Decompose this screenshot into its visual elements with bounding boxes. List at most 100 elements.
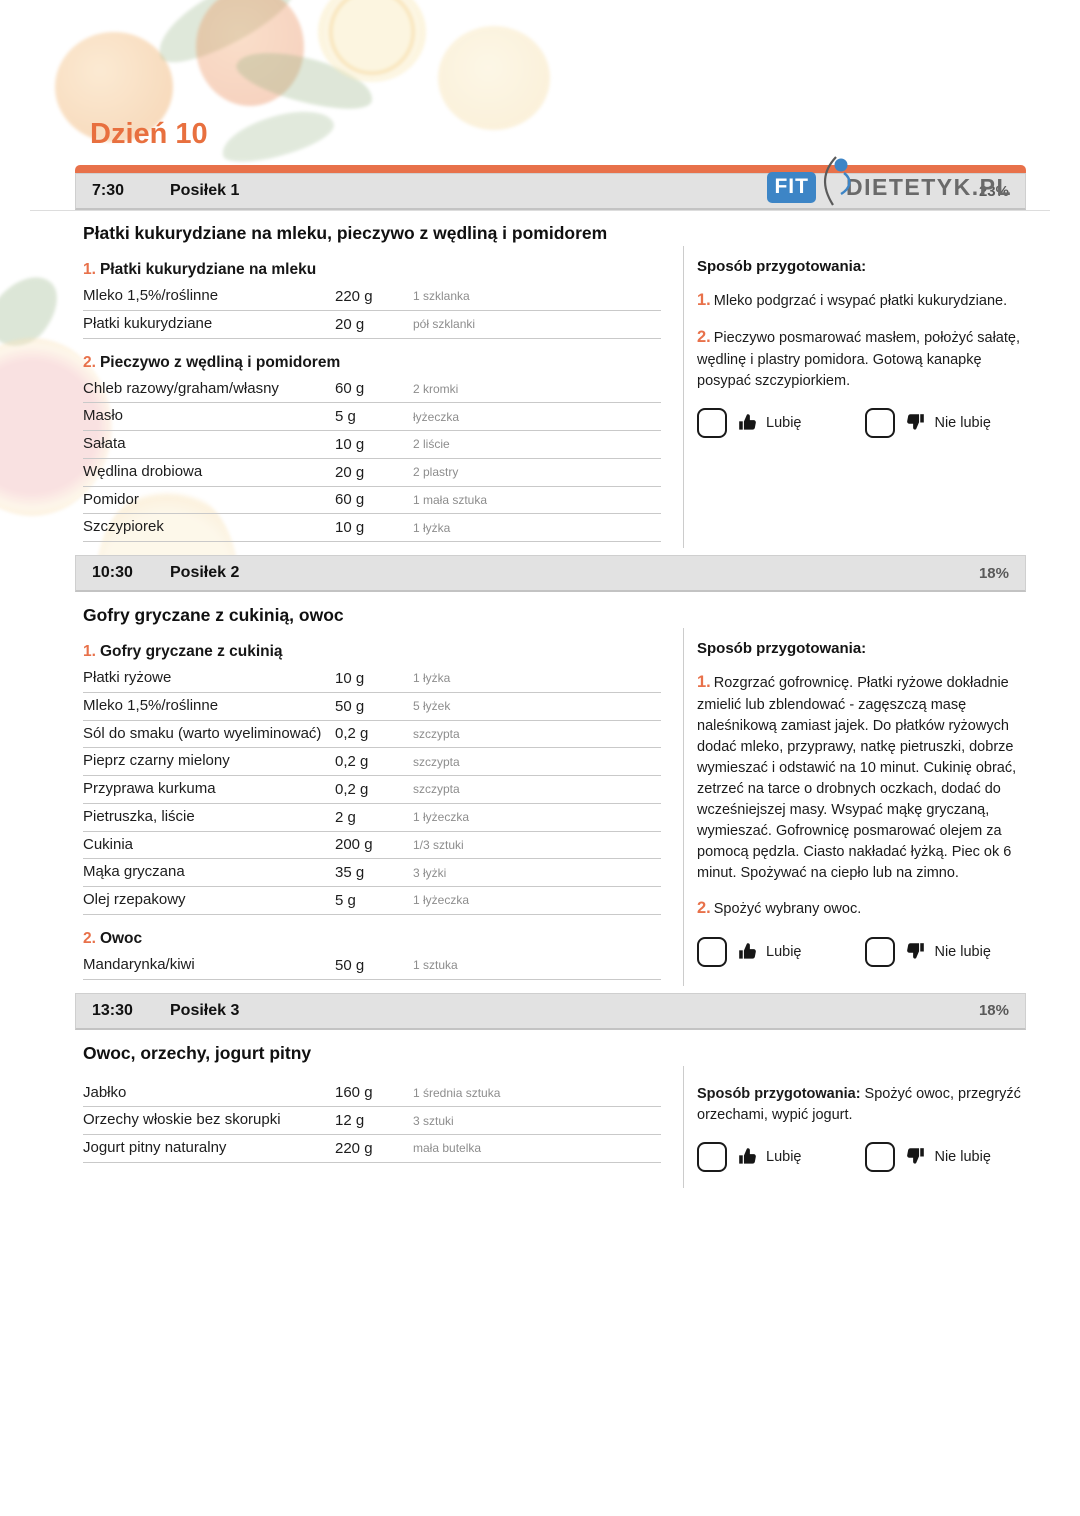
like-group: Lubię bbox=[697, 936, 802, 967]
meal-3: 13:30 Posiłek 3 18% Owoc, orzechy, jogur… bbox=[75, 992, 1026, 1188]
rating-row: Lubię Nie lubię bbox=[697, 1141, 1026, 1172]
thumbs-up-icon bbox=[738, 942, 757, 961]
meal-time: 13:30 bbox=[92, 1001, 133, 1019]
meal-title: Gofry gryczane z cukinią, owoc bbox=[83, 605, 344, 625]
like-group: Lubię bbox=[697, 407, 802, 438]
dish-heading: 1. Gofry gryczane z cukinią bbox=[83, 643, 283, 660]
preparation-step: 2. Spożyć wybrany owoc. bbox=[697, 899, 862, 918]
table-row: Płatki kukurydziane 20 g pół szklanki bbox=[83, 311, 661, 339]
dislike-group: Nie lubię bbox=[865, 407, 991, 438]
table-row: Mleko 1,5%/roślinne 50 g 5 łyżek bbox=[83, 693, 661, 721]
table-row: Jabłko 160 g 1 średnia sztuka bbox=[83, 1080, 661, 1108]
dish-heading: 1. Płatki kukurydziane na mleku bbox=[83, 261, 317, 278]
table-row: Chleb razowy/graham/własny 60 g 2 kromki bbox=[83, 376, 661, 404]
thumbs-up-icon bbox=[738, 1147, 757, 1166]
table-row: Jogurt pitny naturalny 220 g mała butelk… bbox=[83, 1135, 661, 1163]
logo-fit-box: FIT bbox=[767, 172, 816, 203]
preparation-column: Sposób przygotowania: 1. Mleko podgrzać i… bbox=[683, 246, 1026, 548]
like-checkbox[interactable] bbox=[697, 936, 727, 967]
table-row: Mleko 1,5%/roślinne 220 g 1 szklanka bbox=[83, 283, 661, 311]
table-row: Płatki ryżowe 10 g 1 łyżka bbox=[83, 665, 661, 693]
decor-lemon bbox=[438, 26, 550, 130]
ingredients-table: Mleko 1,5%/roślinne 220 g 1 szklanka Pła… bbox=[83, 283, 661, 339]
meal-3-header: 13:30 Posiłek 3 18% bbox=[75, 992, 1026, 1030]
dislike-checkbox[interactable] bbox=[865, 1141, 896, 1172]
table-row: Przyprawa kurkuma 0,2 g szczypta bbox=[83, 776, 661, 804]
ingredients-table: Chleb razowy/graham/własny 60 g 2 kromki… bbox=[83, 376, 661, 542]
meal-title: Owoc, orzechy, jogurt pitny bbox=[83, 1042, 312, 1063]
logo-text: DIETETYK.PL bbox=[845, 174, 1012, 200]
decor-leaf bbox=[231, 39, 379, 121]
preparation-column: Sposób przygotowania: 1. Rozgrzać gofrown… bbox=[683, 628, 1026, 986]
decor-mandarin bbox=[196, 0, 304, 106]
ingredients-table: Jabłko 160 g 1 średnia sztuka Orzechy wł… bbox=[83, 1080, 661, 1163]
table-row: Pieprz czarny mielony 0,2 g szczypta bbox=[83, 748, 661, 776]
meal-2-header: 10:30 Posiłek 2 18% bbox=[75, 555, 1026, 592]
meal-2: 10:30 Posiłek 2 18% Gofry gryczane z cuk… bbox=[75, 555, 1026, 986]
meal-energy-percent: 23% bbox=[978, 182, 1009, 200]
dislike-group: Nie lubię bbox=[865, 1141, 991, 1172]
table-row: Mandarynka/kiwi 50 g 1 sztuka bbox=[83, 952, 661, 980]
like-checkbox[interactable] bbox=[697, 1141, 727, 1172]
like-label: Lubię bbox=[766, 414, 802, 431]
table-row: Olej rzepakowy 5 g 1 łyżeczka bbox=[83, 887, 661, 915]
table-row: Masło 5 g łyżeczka bbox=[83, 403, 661, 431]
meal-1-header: 7:30 Posiłek 1 23% bbox=[75, 173, 1026, 210]
dislike-label: Nie lubię bbox=[934, 414, 991, 431]
table-row: Cukinia 200 g 1/3 sztuki bbox=[83, 832, 661, 860]
table-row: Wędlina drobiowa 20 g 2 plastry bbox=[83, 459, 661, 487]
thumbs-down-icon bbox=[906, 413, 925, 432]
table-row: Sałata 10 g 2 liście bbox=[83, 431, 661, 459]
table-row: Sól do smaku (warto wyeliminować) 0,2 g … bbox=[83, 721, 661, 749]
meal-1: 7:30 Posiłek 1 23% Płatki kukurydziane n… bbox=[75, 165, 1026, 548]
preparation-step: 1. Mleko podgrzać i wsypać płatki kukuryd… bbox=[697, 291, 1008, 309]
decor-orange-slice bbox=[318, 0, 426, 82]
preparation-step: 1. Rozgrzać gofrownicę. Płatki ryżowe dok… bbox=[697, 673, 1017, 882]
thumbs-down-icon bbox=[906, 942, 925, 961]
dislike-label: Nie lubię bbox=[934, 1148, 991, 1165]
dislike-group: Nie lubię bbox=[865, 936, 991, 967]
ingredients-column: Jabłko 160 g 1 średnia sztuka Orzechy wł… bbox=[75, 1066, 683, 1188]
header-divider bbox=[30, 210, 1050, 211]
meal-time: 10:30 bbox=[92, 564, 133, 581]
preparation-heading: Sposób przygotowania: bbox=[697, 1085, 861, 1102]
ingredients-column: 1. Gofry gryczane z cukinią Płatki ryżowe… bbox=[75, 628, 683, 986]
preparation-step: 2. Pieczywo posmarować masłem, położyć sa… bbox=[697, 327, 1020, 389]
dislike-label: Nie lubię bbox=[934, 943, 991, 960]
preparation-heading: Sposób przygotowania: bbox=[697, 640, 867, 657]
decor-leaf bbox=[146, 0, 304, 77]
dish-heading: 2. Owoc bbox=[83, 929, 143, 947]
ingredients-column: 1. Płatki kukurydziane na mleku Mleko 1,5… bbox=[75, 246, 683, 548]
ingredients-table: Płatki ryżowe 10 g 1 łyżka Mleko 1,5%/ro… bbox=[83, 665, 661, 915]
preparation-text: Sposób przygotowania: Spożyć owoc, przeg… bbox=[697, 1085, 1021, 1123]
meal-name: Posiłek 2 bbox=[170, 564, 240, 581]
table-row: Pomidor 60 g 1 mała sztuka bbox=[83, 487, 661, 515]
fitdietetyk-logo: FIT DIETETYK.PL bbox=[767, 156, 1012, 215]
meal-name: Posiłek 3 bbox=[170, 1001, 240, 1019]
preparation-column: Sposób przygotowania: Spożyć owoc, przeg… bbox=[683, 1065, 1026, 1188]
ingredients-table: Mandarynka/kiwi 50 g 1 sztuka bbox=[83, 952, 661, 980]
page-title: Dzień 10 bbox=[90, 118, 208, 150]
table-row: Pietruszka, liście 2 g 1 łyżeczka bbox=[83, 804, 661, 832]
preparation-heading: Sposób przygotowania: bbox=[697, 258, 867, 275]
day-accent-bar bbox=[75, 165, 1026, 173]
like-label: Lubię bbox=[766, 1148, 802, 1165]
like-group: Lubię bbox=[697, 1141, 802, 1172]
meal-energy-percent: 18% bbox=[978, 564, 1009, 582]
table-row: Mąka gryczana 35 g 3 łyżki bbox=[83, 859, 661, 887]
table-row: Orzechy włoskie bez skorupki 12 g 3 sztu… bbox=[83, 1107, 661, 1135]
meal-name: Posiłek 1 bbox=[170, 182, 240, 199]
like-label: Lubię bbox=[766, 943, 802, 960]
like-checkbox[interactable] bbox=[697, 407, 727, 438]
dislike-checkbox[interactable] bbox=[865, 936, 896, 967]
table-row: Szczypiorek 10 g 1 łyżka bbox=[83, 514, 661, 542]
meal-time: 7:30 bbox=[92, 182, 125, 199]
thumbs-up-icon bbox=[738, 413, 757, 432]
rating-row: Lubię Nie lubię bbox=[697, 407, 1026, 438]
dislike-checkbox[interactable] bbox=[865, 407, 896, 438]
thumbs-down-icon bbox=[906, 1147, 925, 1166]
meal-title: Płatki kukurydziane na mleku, pieczywo z… bbox=[83, 223, 608, 243]
person-swoosh-icon bbox=[818, 156, 852, 211]
meal-energy-percent: 18% bbox=[978, 1002, 1009, 1019]
